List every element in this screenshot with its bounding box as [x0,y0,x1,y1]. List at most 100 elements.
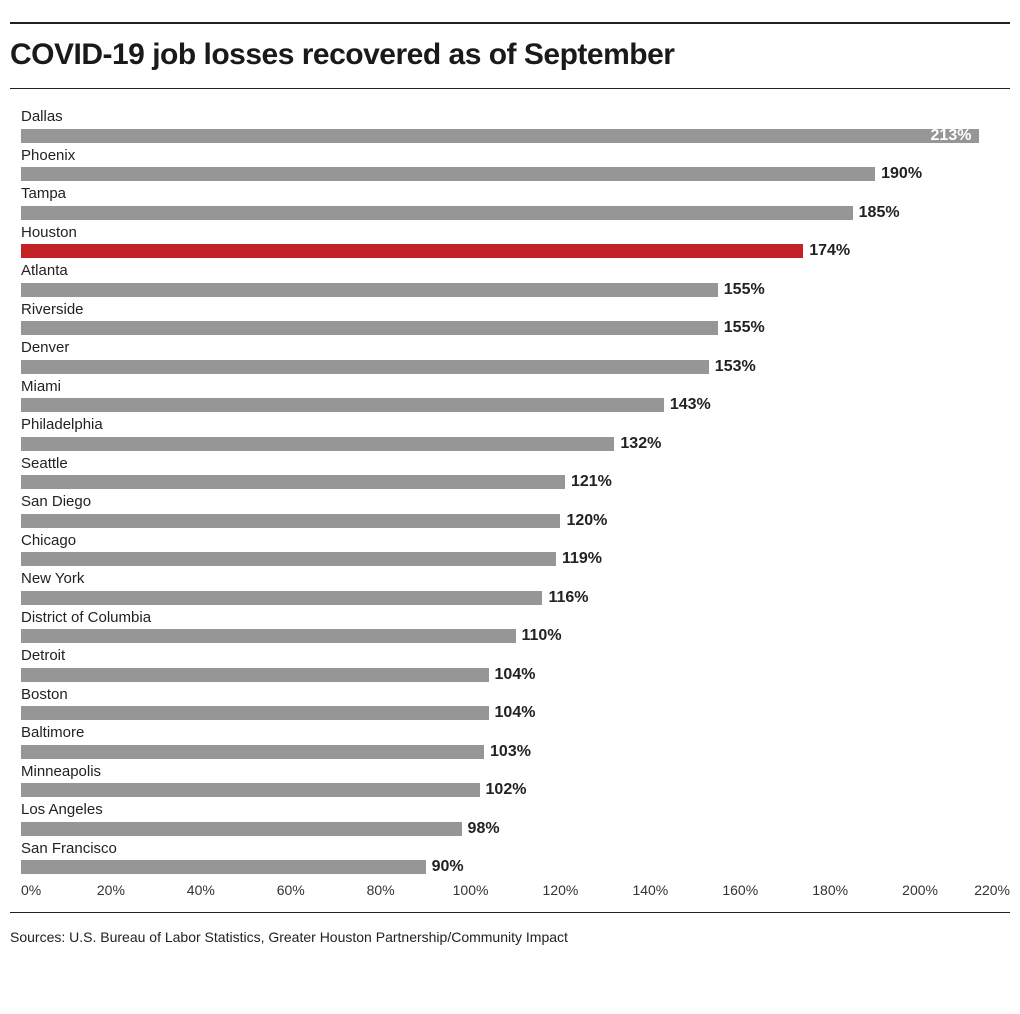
bar-wrap: 155% [21,283,1010,297]
city-label: New York [21,571,1010,588]
bar-row: Atlanta155% [21,263,1010,297]
bar-row: Riverside155% [21,302,1010,336]
city-label: Seattle [21,456,1010,473]
city-label: San Francisco [21,841,1010,858]
city-label: Detroit [21,648,1010,665]
city-label: Boston [21,687,1010,704]
bar-wrap: 190% [21,167,1010,181]
value-label: 116% [548,589,588,607]
bar-wrap: 90% [21,860,1010,874]
city-label: Houston [21,225,1010,242]
bar [21,822,462,836]
axis-tick: 80% [367,882,395,898]
bar [21,321,718,335]
x-axis: 0%20%40%60%80%100%120%140%160%180%200%22… [21,882,1010,904]
bar-row: Denver 153% [21,340,1010,374]
bar-row: Detroit104% [21,648,1010,682]
axis-tick: 100% [453,882,489,898]
bar-wrap: 155% [21,321,1010,335]
bar [21,206,853,220]
bar-row: Boston104% [21,687,1010,721]
bar-wrap: 104% [21,668,1010,682]
bar-row: Phoenix 190% [21,148,1010,182]
bar [21,475,565,489]
value-label: 110% [522,627,562,645]
bar [21,360,709,374]
bar-wrap: 104% [21,706,1010,720]
bar [21,629,516,643]
value-label: 104% [495,704,536,722]
bar [21,668,489,682]
bar-row: Seattle 121% [21,456,1010,490]
bar-row: Minneapolis102% [21,764,1010,798]
plot-area: Dallas213%Phoenix190%Tampa185%Houston174… [21,109,1010,874]
bar [21,167,875,181]
city-label: Atlanta [21,263,1010,280]
bar-row: Chicago119% [21,533,1010,567]
value-label: 132% [620,435,661,453]
bar [21,398,664,412]
bar [21,437,614,451]
bar-row: New York116% [21,571,1010,605]
axis-tick: 0% [21,882,41,898]
city-label: Baltimore [21,725,1010,742]
bar-wrap: 119% [21,552,1010,566]
bar [21,283,718,297]
bar-row: District of Columbia110% [21,610,1010,644]
chart-frame: Dallas213%Phoenix190%Tampa185%Houston174… [10,88,1010,913]
bar-wrap: 121% [21,475,1010,489]
value-label: 185% [859,204,900,222]
bar-wrap: 116% [21,591,1010,605]
bar [21,591,542,605]
bar-wrap: 98% [21,822,1010,836]
bar-wrap: 110% [21,629,1010,643]
bar [21,706,489,720]
bar-wrap: 185% [21,206,1010,220]
axis-tick: 40% [187,882,215,898]
city-label: Denver [21,340,1010,357]
bar [21,783,480,797]
axis-tick: 120% [543,882,579,898]
value-label: 155% [724,281,765,299]
value-label: 174% [809,242,850,260]
bar-row: Tampa185% [21,186,1010,220]
city-label: Philadelphia [21,417,1010,434]
bar-wrap: 153% [21,360,1010,374]
bar-row: San Diego120% [21,494,1010,528]
bar [21,129,979,143]
city-label: Phoenix [21,148,1010,165]
value-label: 119% [562,550,602,568]
bar [21,745,484,759]
axis-tick: 20% [97,882,125,898]
value-label: 120% [566,512,607,530]
bar-wrap: 132% [21,437,1010,451]
value-label: 98% [468,820,500,838]
city-label: Chicago [21,533,1010,550]
axis-tick: 60% [277,882,305,898]
axis-tick: 200% [902,882,938,898]
axis-tick: 180% [812,882,848,898]
city-label: San Diego [21,494,1010,511]
bar-wrap: 120% [21,514,1010,528]
bar [21,860,426,874]
city-label: District of Columbia [21,610,1010,627]
bar-wrap: 174% [21,244,1010,258]
bar-highlight [21,244,803,258]
axis-tick: 140% [632,882,668,898]
bar [21,514,560,528]
value-label: 155% [724,319,765,337]
city-label: Minneapolis [21,764,1010,781]
bar-wrap: 102% [21,783,1010,797]
chart-title: COVID-19 job losses recovered as of Sept… [10,38,1010,72]
value-label: 103% [490,743,531,761]
bar-row: Los Angeles98% [21,802,1010,836]
value-label: 143% [670,396,711,414]
city-label: Los Angeles [21,802,1010,819]
value-label: 104% [495,666,536,684]
bar-wrap: 143% [21,398,1010,412]
city-label: Tampa [21,186,1010,203]
city-label: Miami [21,379,1010,396]
value-label: 102% [486,781,527,799]
value-label: 213% [931,127,972,145]
axis-tick: 220% [974,882,1010,898]
